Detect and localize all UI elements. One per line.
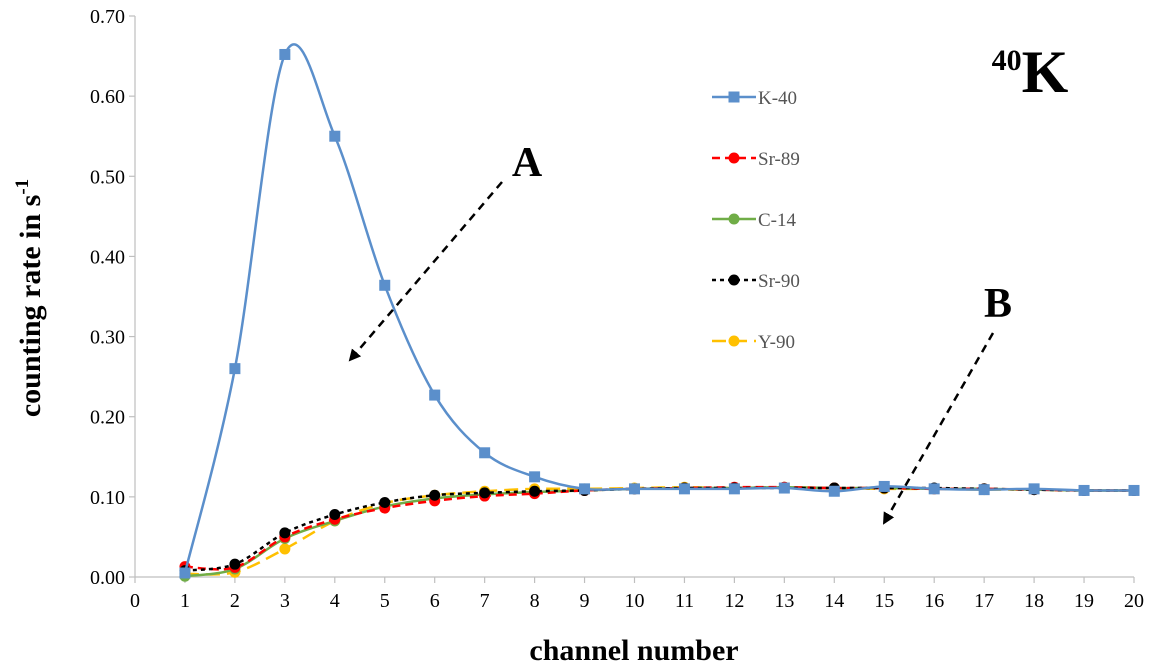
- data-point: [1128, 484, 1140, 496]
- data-point: [329, 508, 341, 520]
- legend-label: Sr-90: [758, 271, 800, 292]
- data-point: [429, 489, 441, 501]
- data-point: [479, 447, 491, 459]
- data-point: [778, 482, 790, 494]
- data-point: [529, 471, 541, 483]
- data-point: [1028, 483, 1040, 495]
- x-tick-label: 18: [1024, 590, 1044, 612]
- legend-swatch-marker: [728, 274, 740, 286]
- annotation-b-label: B: [984, 281, 1012, 327]
- data-point: [728, 483, 740, 495]
- data-point: [878, 480, 890, 492]
- y-tick-label: 0.60: [90, 86, 125, 108]
- x-tick-label: 8: [530, 590, 540, 612]
- data-point: [279, 48, 291, 60]
- series-c-14: [179, 481, 1140, 582]
- legend-label: Sr-89: [758, 149, 800, 170]
- y-tick-label: 0.00: [90, 567, 125, 589]
- x-tick-label: 0: [130, 590, 140, 612]
- legend-item-y-90: Y-90: [712, 332, 795, 353]
- isotope-label: 40K: [992, 39, 1069, 105]
- x-tick-label: 2: [230, 590, 240, 612]
- legend-item-sr-90: Sr-90: [712, 271, 800, 292]
- series-y-90: [179, 481, 1140, 580]
- data-point: [179, 567, 191, 579]
- data-point: [978, 484, 990, 496]
- series-sr-90: [179, 482, 1140, 577]
- legend-swatch-marker: [728, 152, 740, 164]
- x-tick-label: 19: [1074, 590, 1094, 612]
- y-tick-label: 0.30: [90, 327, 125, 349]
- series-line: [184, 485, 1135, 571]
- legend-label: Y-90: [758, 332, 795, 353]
- y-tick-label: 0.50: [90, 166, 125, 188]
- data-point: [329, 130, 341, 142]
- data-point: [1078, 484, 1090, 496]
- data-point: [579, 483, 591, 495]
- isotope-symbol: K: [1022, 39, 1069, 105]
- y-axis-title-main: counting rate in s: [14, 195, 47, 418]
- annotation-a-arrow: [348, 181, 503, 362]
- legend-label: C-14: [758, 210, 797, 231]
- annotation-b-arrow: [882, 332, 995, 525]
- data-point: [529, 485, 541, 497]
- series-line: [184, 485, 1135, 576]
- y-axis-title: counting rate in s-1: [12, 179, 47, 417]
- x-tick-label: 15: [874, 590, 894, 612]
- x-tick-label: 14: [824, 590, 844, 612]
- legend-swatch-marker: [728, 213, 740, 225]
- x-tick-label: 12: [724, 590, 744, 612]
- y-tick-label: 0.20: [90, 407, 125, 429]
- legend-item-c-14: C-14: [712, 210, 797, 231]
- data-point: [629, 483, 640, 495]
- x-tick-label: 4: [330, 590, 340, 612]
- x-tick-label: 5: [380, 590, 390, 612]
- y-axis-title-superscript: -1: [12, 179, 33, 195]
- data-point: [928, 483, 940, 495]
- isotope-superscript: 40: [992, 44, 1022, 77]
- x-tick-label: 13: [774, 590, 794, 612]
- legend: K-40 Sr-89 C-14 Sr-90 Y-90: [712, 88, 800, 353]
- data-point: [229, 558, 241, 570]
- data-point: [379, 279, 391, 291]
- x-tick-label: 9: [580, 590, 590, 612]
- data-point: [379, 496, 391, 508]
- data-point: [479, 487, 491, 499]
- data-point: [229, 363, 241, 375]
- axes: 0.000.100.200.300.400.500.600.700 1 2 3 4 5 6 7…: [90, 6, 1144, 612]
- data-point: [279, 543, 291, 555]
- data-point: [429, 389, 441, 401]
- legend-swatch-marker: [728, 91, 740, 103]
- x-tick-label: 10: [625, 590, 645, 612]
- x-tick-label: 20: [1124, 590, 1144, 612]
- x-tick-label: 16: [924, 590, 944, 612]
- series-k-40: [179, 43, 1140, 579]
- x-tick-label: 17: [974, 590, 994, 612]
- annotation-a-label: A: [512, 140, 543, 186]
- x-tick-label: 6: [430, 590, 440, 612]
- legend-swatch-marker: [728, 335, 740, 347]
- y-tick-label: 0.40: [90, 246, 125, 268]
- x-tick-label: 11: [675, 590, 694, 612]
- x-axis-title: channel number: [529, 634, 738, 667]
- x-tick-label: 7: [480, 590, 490, 612]
- x-tick-label: 1: [180, 590, 190, 612]
- x-tick-label: 3: [280, 590, 290, 612]
- series-line: [184, 486, 1135, 572]
- series-line: [184, 485, 1135, 578]
- data-point: [678, 483, 690, 495]
- series-layer: [179, 43, 1140, 582]
- legend-item-k-40: K-40: [712, 88, 797, 109]
- legend-label: K-40: [758, 88, 797, 109]
- legend-item-sr-89: Sr-89: [712, 149, 800, 170]
- y-tick-label: 0.10: [90, 487, 125, 509]
- y-tick-label: 0.70: [90, 6, 125, 28]
- data-point: [279, 527, 291, 539]
- data-point: [828, 485, 840, 497]
